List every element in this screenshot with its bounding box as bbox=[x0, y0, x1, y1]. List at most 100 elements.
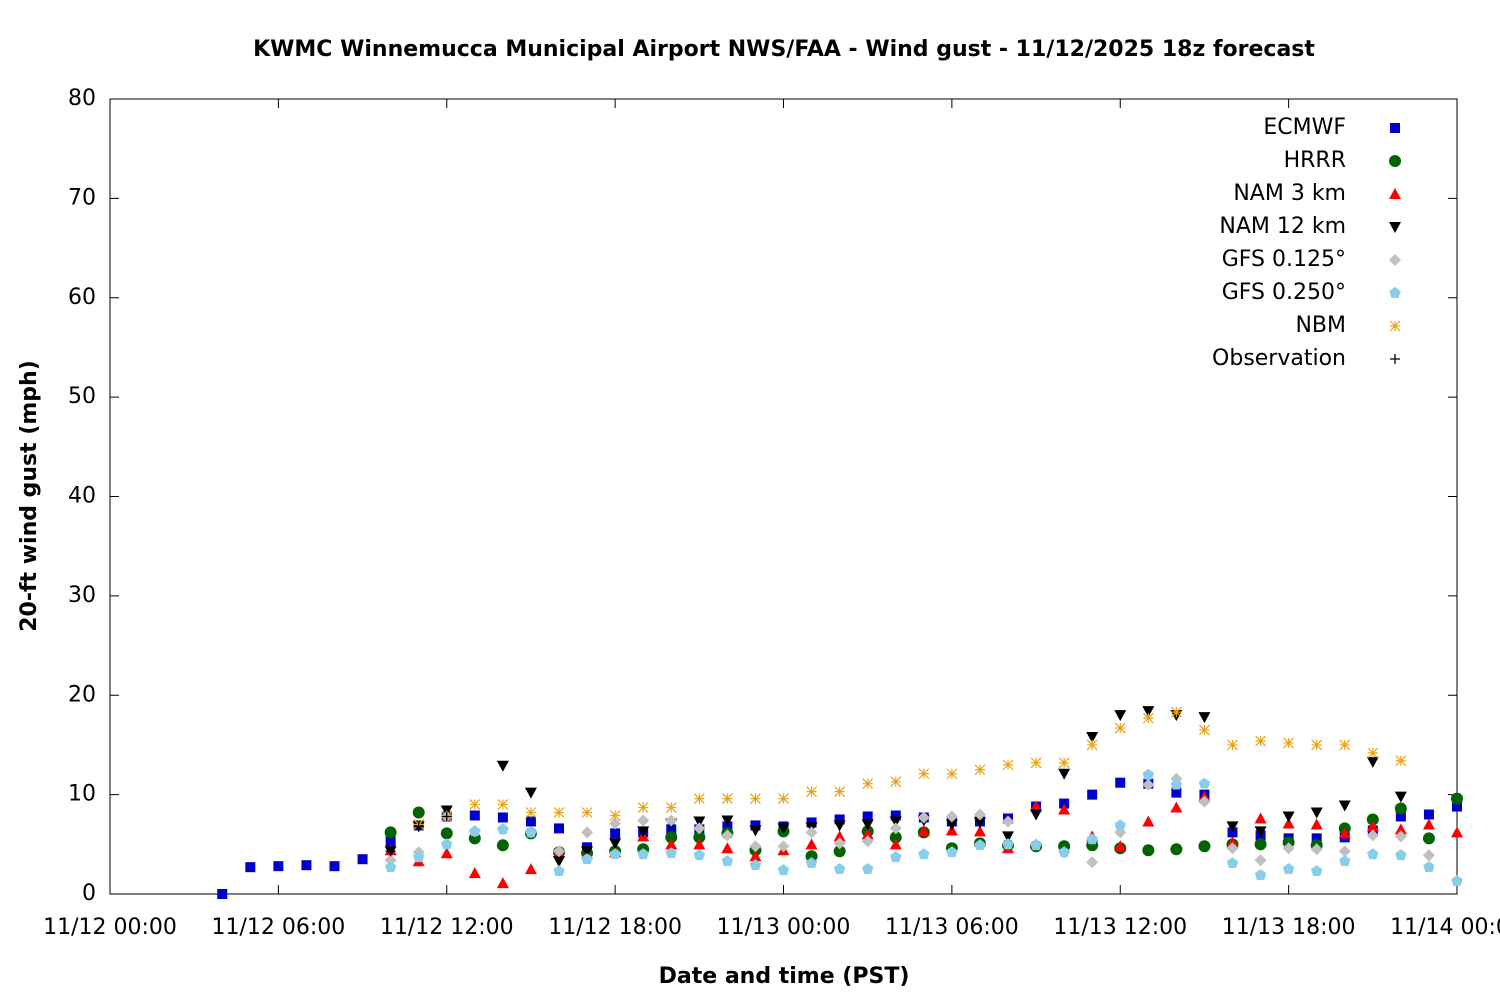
data-point bbox=[1170, 801, 1183, 813]
data-point bbox=[1395, 755, 1407, 767]
data-point bbox=[1226, 857, 1239, 869]
data-point bbox=[1366, 820, 1379, 832]
legend-label: NBM bbox=[1295, 313, 1346, 338]
data-point bbox=[749, 859, 762, 871]
data-point bbox=[496, 839, 509, 852]
data-point bbox=[1452, 801, 1462, 812]
x-tick-label: 11/12 06:00 bbox=[211, 915, 345, 940]
data-point bbox=[1086, 731, 1099, 743]
data-point bbox=[1339, 855, 1351, 867]
y-tick-label: 10 bbox=[68, 782, 96, 807]
x-tick-label: 11/14 00:00 bbox=[1390, 915, 1500, 940]
data-point bbox=[1002, 759, 1014, 771]
legend-label: HRRR bbox=[1284, 148, 1346, 173]
data-point bbox=[1142, 778, 1155, 791]
data-point bbox=[1310, 807, 1323, 819]
data-point bbox=[806, 786, 817, 798]
data-point bbox=[834, 814, 845, 825]
data-point bbox=[581, 853, 593, 865]
data-point bbox=[1142, 844, 1155, 857]
data-point bbox=[1451, 826, 1463, 838]
data-point bbox=[1030, 800, 1043, 812]
x-axis-label: Date and time (PST) bbox=[659, 964, 910, 989]
data-point bbox=[1030, 809, 1043, 821]
data-point bbox=[833, 830, 846, 842]
data-point bbox=[1451, 875, 1463, 886]
data-point bbox=[1142, 768, 1155, 780]
data-point bbox=[833, 837, 846, 850]
data-point bbox=[805, 857, 818, 869]
data-point bbox=[1338, 800, 1351, 812]
data-point bbox=[610, 828, 621, 839]
data-point bbox=[440, 847, 453, 859]
data-point bbox=[833, 845, 846, 858]
legend-marker bbox=[1389, 155, 1401, 167]
data-point bbox=[1394, 830, 1407, 843]
data-point bbox=[918, 848, 930, 860]
data-point bbox=[833, 863, 846, 875]
legend-marker bbox=[1389, 254, 1401, 266]
data-point bbox=[524, 787, 537, 799]
data-point bbox=[693, 838, 706, 850]
y-axis-label: 20-ft wind gust (mph) bbox=[17, 360, 42, 632]
data-point bbox=[525, 807, 537, 818]
data-point bbox=[273, 861, 284, 872]
y-tick-label: 60 bbox=[68, 285, 96, 310]
data-point bbox=[777, 864, 790, 876]
data-point bbox=[524, 863, 537, 875]
y-tick-label: 50 bbox=[68, 384, 96, 409]
data-point bbox=[637, 814, 650, 827]
data-point bbox=[496, 877, 509, 889]
data-point bbox=[693, 822, 706, 835]
data-point bbox=[749, 840, 762, 853]
data-point bbox=[1282, 842, 1295, 855]
data-point bbox=[469, 810, 480, 821]
data-point bbox=[1171, 787, 1182, 798]
data-point bbox=[1311, 739, 1323, 751]
data-point bbox=[497, 823, 509, 835]
data-point bbox=[385, 846, 396, 857]
data-point bbox=[1310, 865, 1323, 876]
data-point bbox=[1451, 792, 1463, 805]
data-point bbox=[609, 848, 621, 860]
data-point bbox=[553, 807, 565, 818]
data-point bbox=[889, 816, 902, 828]
x-tick-label: 11/12 12:00 bbox=[380, 915, 514, 940]
data-point bbox=[581, 826, 594, 839]
data-point bbox=[384, 854, 397, 867]
y-tick-label: 70 bbox=[68, 185, 96, 210]
data-point bbox=[1002, 815, 1014, 828]
data-point bbox=[945, 819, 958, 831]
data-point bbox=[1170, 706, 1182, 718]
data-point bbox=[721, 793, 733, 805]
data-point bbox=[862, 778, 874, 790]
data-point bbox=[1366, 829, 1379, 842]
data-point bbox=[554, 823, 564, 834]
data-point bbox=[861, 828, 874, 840]
data-point bbox=[1198, 795, 1211, 808]
data-point bbox=[553, 865, 565, 876]
data-point bbox=[609, 810, 621, 821]
data-point bbox=[441, 838, 453, 850]
data-point bbox=[1030, 757, 1042, 769]
data-point bbox=[1227, 739, 1238, 751]
data-point bbox=[581, 807, 593, 818]
data-point bbox=[721, 815, 734, 827]
data-point bbox=[693, 831, 706, 844]
x-tick-label: 11/13 18:00 bbox=[1222, 915, 1356, 940]
data-point bbox=[413, 821, 424, 832]
data-point bbox=[1226, 821, 1239, 833]
data-point bbox=[861, 819, 874, 831]
data-point bbox=[973, 825, 986, 837]
data-point bbox=[1338, 827, 1351, 839]
data-point bbox=[861, 835, 874, 848]
data-point bbox=[469, 799, 481, 810]
data-point bbox=[1366, 813, 1379, 826]
data-point bbox=[665, 814, 678, 827]
data-point bbox=[1339, 739, 1351, 751]
data-point bbox=[974, 764, 986, 776]
data-point bbox=[1198, 712, 1211, 724]
data-point bbox=[1114, 819, 1126, 831]
data-point bbox=[778, 793, 789, 805]
data-point bbox=[637, 826, 650, 838]
